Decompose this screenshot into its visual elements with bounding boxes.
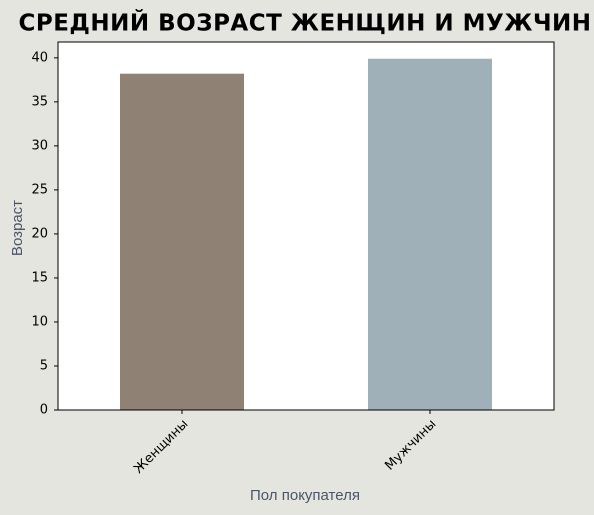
- bar: [120, 73, 244, 410]
- bar: [368, 58, 492, 411]
- y-tick-label: 5: [40, 358, 48, 373]
- y-tick-label: 40: [31, 50, 48, 65]
- chart-title: СРЕДНИЙ ВОЗРАСТ ЖЕНЩИН И МУЖЧИН: [18, 9, 591, 37]
- y-axis-label: Возраст: [9, 200, 26, 256]
- y-tick-label: 25: [31, 182, 48, 197]
- y-tick-label: 20: [31, 226, 48, 241]
- x-tick-label: Женщины: [131, 417, 191, 477]
- y-tick-label: 10: [31, 314, 48, 329]
- x-tick-label: Мужчины: [382, 417, 439, 474]
- y-tick-label: 15: [31, 270, 48, 285]
- plot-frame: [57, 41, 555, 411]
- y-tick-label: 35: [31, 94, 48, 109]
- y-tick-label: 30: [31, 138, 48, 153]
- x-axis-label: Пол покупателя: [250, 487, 360, 504]
- y-tick-label: 0: [40, 403, 48, 418]
